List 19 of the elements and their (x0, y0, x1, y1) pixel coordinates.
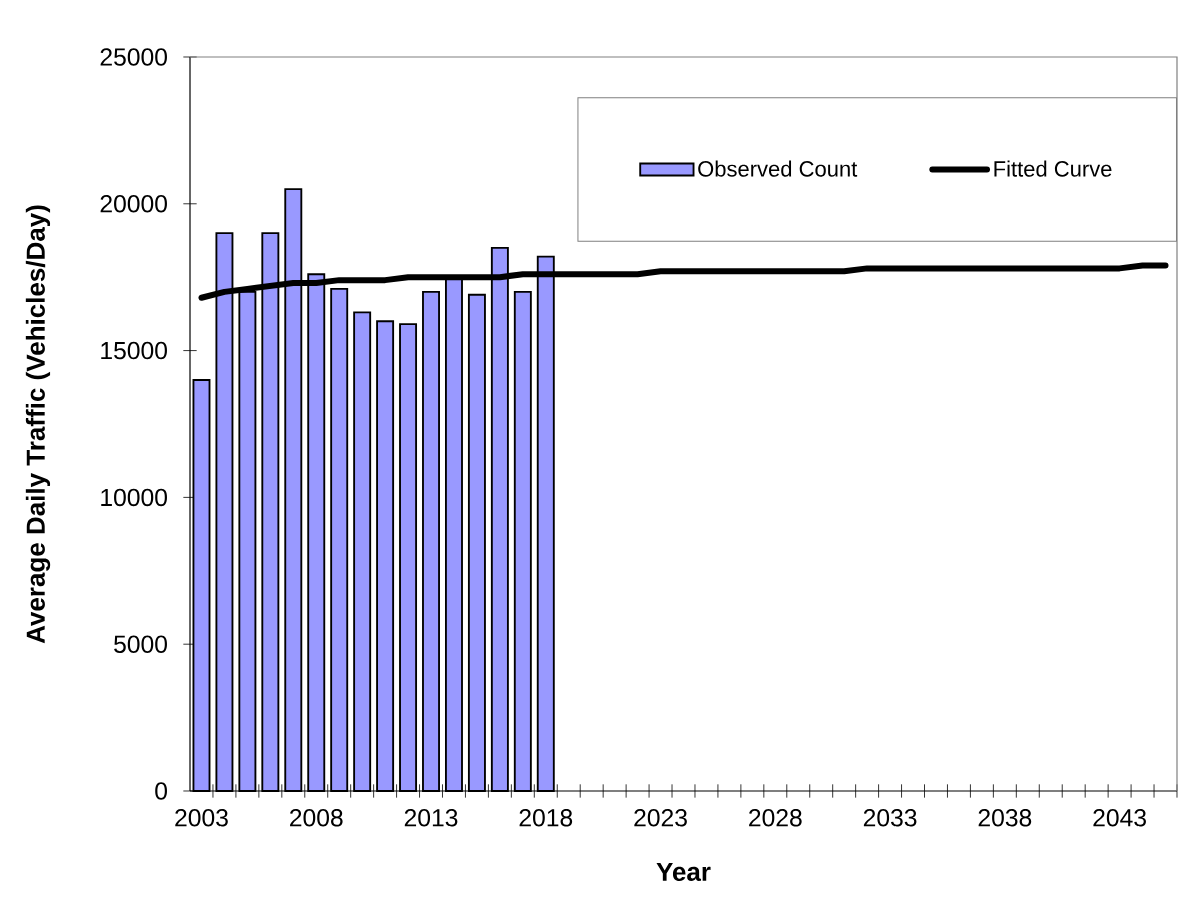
x-tick-label: 2013 (404, 809, 458, 827)
x-tick-label: 2028 (749, 809, 802, 827)
y-tick-label: 0 (155, 782, 167, 800)
x-tick-label: 2018 (519, 809, 573, 827)
y-tick-label: 15000 (101, 341, 167, 360)
x-tick-label: 2038 (978, 809, 1032, 827)
y-tick-label: 25000 (100, 48, 167, 66)
y-tick-label: 20000 (100, 195, 167, 213)
x-tick-label: 2008 (290, 809, 343, 827)
y-tick-label: 10000 (101, 488, 167, 507)
x-tick-label: 2023 (634, 809, 687, 827)
legend-label: Observed Count (698, 160, 858, 177)
y-tick-label: 5000 (114, 635, 167, 653)
x-axis-title: Year (656, 862, 711, 882)
legend-label: Fitted Curve (994, 160, 1112, 177)
x-tick-label: 2003 (175, 809, 228, 827)
x-tick-label: 2033 (863, 809, 917, 827)
y-axis-title: Average Daily Traffic (Vehicles/Day) (25, 205, 51, 644)
x-tick-label: 2043 (1093, 809, 1146, 827)
